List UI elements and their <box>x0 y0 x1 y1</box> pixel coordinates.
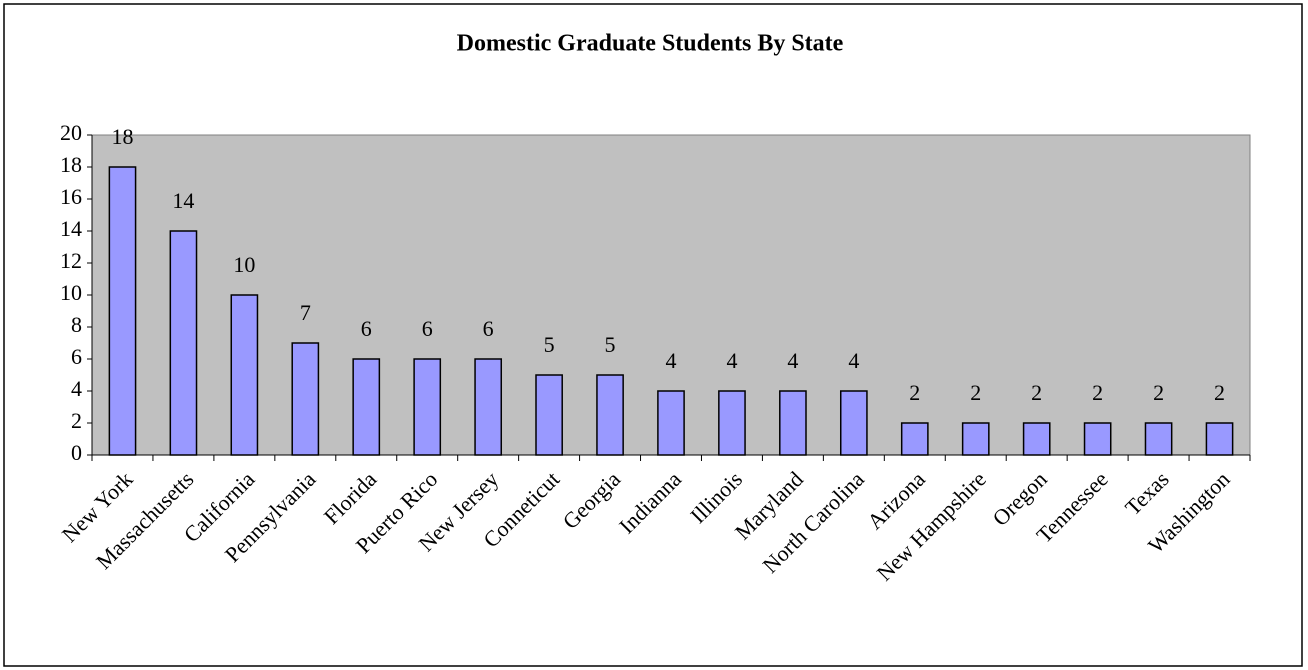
bar <box>657 390 685 456</box>
bar <box>535 374 563 456</box>
data-label: 4 <box>848 348 859 373</box>
y-tick-label: 14 <box>60 216 82 241</box>
y-tick-label: 10 <box>60 280 82 305</box>
y-tick-label: 8 <box>71 312 82 337</box>
data-label: 18 <box>111 124 133 149</box>
bar <box>1083 422 1112 456</box>
data-label: 14 <box>172 188 194 213</box>
data-label: 6 <box>483 316 494 341</box>
y-tick-label: 2 <box>71 408 82 433</box>
bar <box>474 358 503 456</box>
y-tick-label: 12 <box>60 248 82 273</box>
bar <box>230 294 259 456</box>
bar <box>839 390 868 456</box>
bar <box>1022 422 1051 456</box>
data-label: 4 <box>726 348 737 373</box>
bar <box>413 358 442 456</box>
data-label: 5 <box>544 332 555 357</box>
data-label: 7 <box>300 300 311 325</box>
y-tick-label: 6 <box>71 344 82 369</box>
bar <box>779 390 807 456</box>
y-tick-label: 16 <box>60 184 82 209</box>
data-label: 2 <box>970 380 981 405</box>
data-label: 6 <box>422 316 433 341</box>
data-label: 5 <box>605 332 616 357</box>
y-tick-label: 20 <box>60 120 82 145</box>
y-tick-label: 0 <box>71 440 82 465</box>
bar <box>961 422 990 456</box>
data-label: 2 <box>1153 380 1164 405</box>
data-label: 2 <box>1092 380 1103 405</box>
bar <box>1144 422 1173 456</box>
data-label: 2 <box>1031 380 1042 405</box>
bar <box>718 390 746 456</box>
bar <box>352 358 381 456</box>
y-tick-label: 4 <box>71 376 82 401</box>
data-label: 4 <box>666 348 677 373</box>
data-label: 4 <box>787 348 798 373</box>
y-tick-label: 18 <box>60 152 82 177</box>
bar <box>291 342 320 456</box>
bar <box>596 374 624 456</box>
bar <box>900 422 929 456</box>
bar <box>1205 422 1234 456</box>
data-label: 10 <box>233 252 255 277</box>
bar <box>169 230 198 456</box>
data-label: 6 <box>361 316 372 341</box>
data-label: 2 <box>909 380 920 405</box>
chart-title: Domestic Graduate Students By State <box>457 31 844 57</box>
bar <box>108 166 137 456</box>
data-label: 2 <box>1214 380 1225 405</box>
